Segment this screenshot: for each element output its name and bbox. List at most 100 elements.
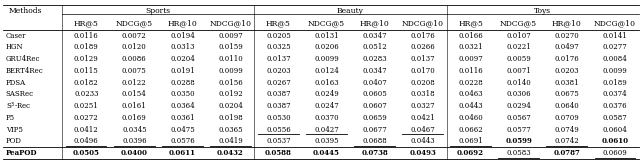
Text: 0.0176: 0.0176 [554,55,579,63]
Text: 0.0086: 0.0086 [122,55,147,63]
Text: SASRec: SASRec [6,91,34,98]
Text: 0.0374: 0.0374 [602,91,627,98]
Text: 0.0662: 0.0662 [458,126,483,134]
Text: 0.0599: 0.0599 [505,137,532,145]
Text: 0.0228: 0.0228 [458,79,483,87]
Text: PeaPOD: PeaPOD [6,149,37,157]
Text: 0.0396: 0.0396 [122,137,147,145]
Text: 0.0321: 0.0321 [458,43,483,51]
Text: 0.0249: 0.0249 [314,91,339,98]
Text: 0.0206: 0.0206 [314,43,339,51]
Text: NDCG@5: NDCG@5 [500,20,537,28]
Text: 0.0365: 0.0365 [218,126,243,134]
Text: 0.0749: 0.0749 [554,126,579,134]
Text: 0.0530: 0.0530 [266,114,291,122]
Text: 0.0071: 0.0071 [506,67,531,75]
Text: 0.0192: 0.0192 [218,91,243,98]
Text: 0.0370: 0.0370 [314,114,339,122]
Text: NDCG@10: NDCG@10 [594,20,636,28]
Text: 0.0432: 0.0432 [217,149,244,157]
Text: 0.0537: 0.0537 [266,137,291,145]
Text: 0.0277: 0.0277 [602,43,627,51]
Text: 0.0159: 0.0159 [218,43,243,51]
Text: 0.0347: 0.0347 [362,32,387,40]
Text: 0.0247: 0.0247 [314,102,339,110]
Text: 0.0107: 0.0107 [506,32,531,40]
Text: 0.0251: 0.0251 [74,102,99,110]
Text: 0.0283: 0.0283 [362,55,387,63]
Text: Methods: Methods [9,7,43,15]
Text: 0.0576: 0.0576 [170,137,195,145]
Text: 0.0445: 0.0445 [313,149,340,157]
Text: 0.0131: 0.0131 [314,32,339,40]
Text: VIP5: VIP5 [6,126,22,134]
Text: 0.0361: 0.0361 [170,114,195,122]
Text: 0.0059: 0.0059 [506,55,531,63]
Text: 0.0075: 0.0075 [122,67,147,75]
Text: 0.0116: 0.0116 [458,67,483,75]
Text: 0.0497: 0.0497 [554,43,579,51]
Text: 0.0325: 0.0325 [266,43,291,51]
Text: HR@10: HR@10 [168,20,197,28]
Text: 0.0567: 0.0567 [506,114,531,122]
Text: NDCG@10: NDCG@10 [401,20,444,28]
Text: 0.0496: 0.0496 [74,137,99,145]
Text: 0.0460: 0.0460 [458,114,483,122]
Text: 0.0120: 0.0120 [122,43,147,51]
Text: 0.0141: 0.0141 [602,32,627,40]
Text: HR@5: HR@5 [458,20,483,28]
Text: 0.0137: 0.0137 [410,55,435,63]
Text: 0.0124: 0.0124 [314,67,339,75]
Text: 0.0588: 0.0588 [265,149,292,157]
Text: NDCG@5: NDCG@5 [116,20,153,28]
Text: HGN: HGN [6,43,23,51]
Text: 0.0583: 0.0583 [506,149,531,157]
Text: 0.0475: 0.0475 [170,126,195,134]
Text: 0.0288: 0.0288 [170,79,195,87]
Text: 0.0395: 0.0395 [314,137,339,145]
Text: 0.0097: 0.0097 [218,32,243,40]
Text: 0.0421: 0.0421 [410,114,435,122]
Text: 0.0203: 0.0203 [554,67,579,75]
Text: 0.0122: 0.0122 [122,79,147,87]
Text: 0.0097: 0.0097 [458,55,483,63]
Text: 0.0182: 0.0182 [74,79,99,87]
Text: 0.0208: 0.0208 [410,79,435,87]
Text: 0.0099: 0.0099 [218,67,243,75]
Text: 0.0198: 0.0198 [218,114,243,122]
Text: 0.0443: 0.0443 [458,102,483,110]
Text: 0.0688: 0.0688 [362,137,387,145]
Text: 0.0163: 0.0163 [314,79,339,87]
Text: 0.0607: 0.0607 [362,102,387,110]
Text: 0.0556: 0.0556 [266,126,291,134]
Text: 0.0610: 0.0610 [601,137,628,145]
Text: 0.0659: 0.0659 [362,114,387,122]
Text: 0.0166: 0.0166 [458,32,483,40]
Text: 0.0427: 0.0427 [314,126,339,134]
Text: 0.0419: 0.0419 [218,137,243,145]
Text: 0.0203: 0.0203 [266,67,291,75]
Text: 0.0376: 0.0376 [602,102,627,110]
Text: 0.0115: 0.0115 [74,67,99,75]
Text: 0.0205: 0.0205 [266,32,291,40]
Text: 0.0084: 0.0084 [602,55,627,63]
Text: 0.0412: 0.0412 [74,126,99,134]
Text: S$^3$-Rec: S$^3$-Rec [6,101,31,112]
Text: 0.0189: 0.0189 [74,43,99,51]
Text: POD: POD [6,137,21,145]
Text: 0.0738: 0.0738 [361,149,388,157]
Text: 0.0605: 0.0605 [362,91,387,98]
Text: 0.0318: 0.0318 [410,91,435,98]
Text: 0.0161: 0.0161 [122,102,147,110]
Text: 0.0204: 0.0204 [170,55,195,63]
Text: 0.0345: 0.0345 [122,126,147,134]
Text: 0.0787: 0.0787 [553,149,580,157]
Text: 0.0267: 0.0267 [266,79,291,87]
Text: 0.0692: 0.0692 [457,149,484,157]
Text: HR@5: HR@5 [266,20,291,28]
Text: BERT4Rec: BERT4Rec [6,67,44,75]
Text: 0.0140: 0.0140 [506,79,531,87]
Text: 0.0313: 0.0313 [170,43,195,51]
Text: 0.0609: 0.0609 [602,149,627,157]
Text: 0.0156: 0.0156 [218,79,243,87]
